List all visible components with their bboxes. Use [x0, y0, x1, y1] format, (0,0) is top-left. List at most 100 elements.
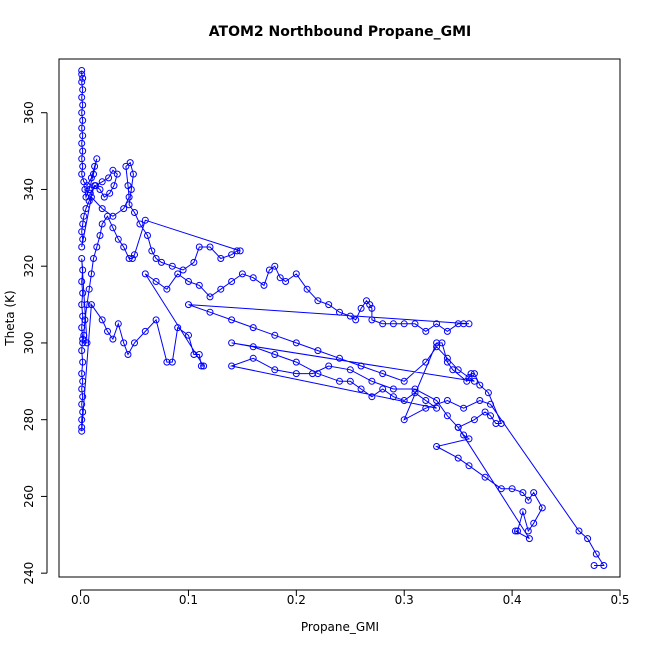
data-point: [575, 527, 583, 535]
data-point: [600, 562, 608, 569]
y-axis-label: Theta (K): [3, 290, 17, 346]
data-point: [79, 289, 87, 297]
data-point: [470, 416, 478, 424]
data-point: [195, 281, 203, 289]
data-point: [389, 393, 397, 401]
data-point: [78, 301, 86, 309]
data-point: [454, 423, 462, 431]
data-point: [460, 320, 468, 328]
data-point: [389, 385, 397, 393]
data-point: [158, 258, 165, 266]
data-point: [476, 381, 484, 389]
data-point: [217, 255, 225, 262]
y-axis: 240 260 280 300 320 340 360: [22, 101, 48, 585]
data-point: [443, 397, 451, 404]
y-tick-label: 240: [22, 562, 36, 585]
data-point: [460, 404, 468, 412]
data-point: [443, 412, 451, 420]
data-point: [590, 562, 598, 569]
data-point: [195, 243, 203, 251]
data-point: [379, 385, 387, 393]
data-point: [433, 397, 441, 404]
data-point: [78, 324, 86, 332]
data-point: [357, 304, 365, 312]
data-point: [79, 147, 87, 155]
data-point: [438, 339, 446, 347]
data-point: [422, 397, 430, 404]
data-point: [79, 377, 87, 385]
data-point: [190, 258, 198, 266]
data-point: [325, 301, 333, 309]
data-point: [366, 301, 374, 309]
data-point: [530, 489, 538, 497]
x-tick-label: 0.4: [503, 593, 522, 607]
data-point: [411, 389, 419, 397]
data-point: [487, 400, 494, 408]
data-point: [78, 370, 86, 378]
data-point: [78, 170, 86, 178]
data-point: [357, 385, 365, 393]
data-point: [179, 266, 187, 274]
data-point: [85, 186, 93, 193]
data-point: [200, 362, 208, 370]
data-point: [368, 316, 376, 324]
data-point: [152, 255, 160, 262]
data-point: [309, 370, 316, 378]
data-point: [206, 308, 214, 316]
data-point: [519, 489, 527, 497]
data-point: [105, 174, 113, 182]
data-point: [276, 274, 284, 282]
data-point: [109, 166, 117, 174]
data-point: [78, 93, 86, 101]
data-point: [352, 316, 360, 324]
y-tick-label: 280: [22, 408, 36, 431]
data-point: [104, 212, 111, 220]
data-point: [106, 189, 114, 197]
data-point: [79, 339, 87, 347]
data-point: [120, 205, 128, 213]
data-point: [120, 243, 128, 251]
data-point: [433, 339, 441, 347]
data-point: [411, 320, 419, 328]
data-point: [454, 320, 462, 328]
data-point: [400, 397, 408, 404]
data-point: [400, 320, 408, 328]
data-point: [592, 550, 600, 558]
data-point: [487, 412, 494, 420]
data-point: [228, 362, 236, 370]
data-point: [78, 416, 86, 424]
data-point: [174, 270, 182, 278]
data-point: [79, 358, 87, 366]
data-point: [100, 193, 108, 201]
data-point: [148, 247, 156, 255]
data-point: [228, 278, 236, 285]
data-point: [249, 354, 257, 362]
data-point: [443, 358, 451, 366]
data-point: [336, 308, 343, 316]
data-point: [98, 178, 106, 186]
data-point: [303, 285, 311, 293]
data-point: [497, 485, 505, 493]
data-point: [411, 385, 419, 393]
data-point: [85, 285, 93, 293]
data-point: [379, 320, 387, 328]
x-tick-label: 0.3: [395, 593, 414, 607]
data-point: [114, 320, 122, 328]
data-point: [484, 389, 492, 397]
data-point: [96, 186, 104, 193]
data-point: [368, 377, 376, 385]
data-point: [422, 358, 430, 366]
data-point: [168, 262, 176, 270]
data-point: [228, 339, 236, 347]
y-tick-label: 360: [22, 101, 36, 124]
data-point: [114, 235, 122, 243]
data-point: [104, 327, 111, 335]
data-point: [314, 347, 322, 355]
data-point: [346, 312, 354, 320]
data-point: [90, 255, 97, 262]
data-point: [79, 235, 87, 243]
data-point: [497, 420, 505, 427]
data-point: [83, 301, 91, 309]
data-point: [109, 224, 117, 232]
